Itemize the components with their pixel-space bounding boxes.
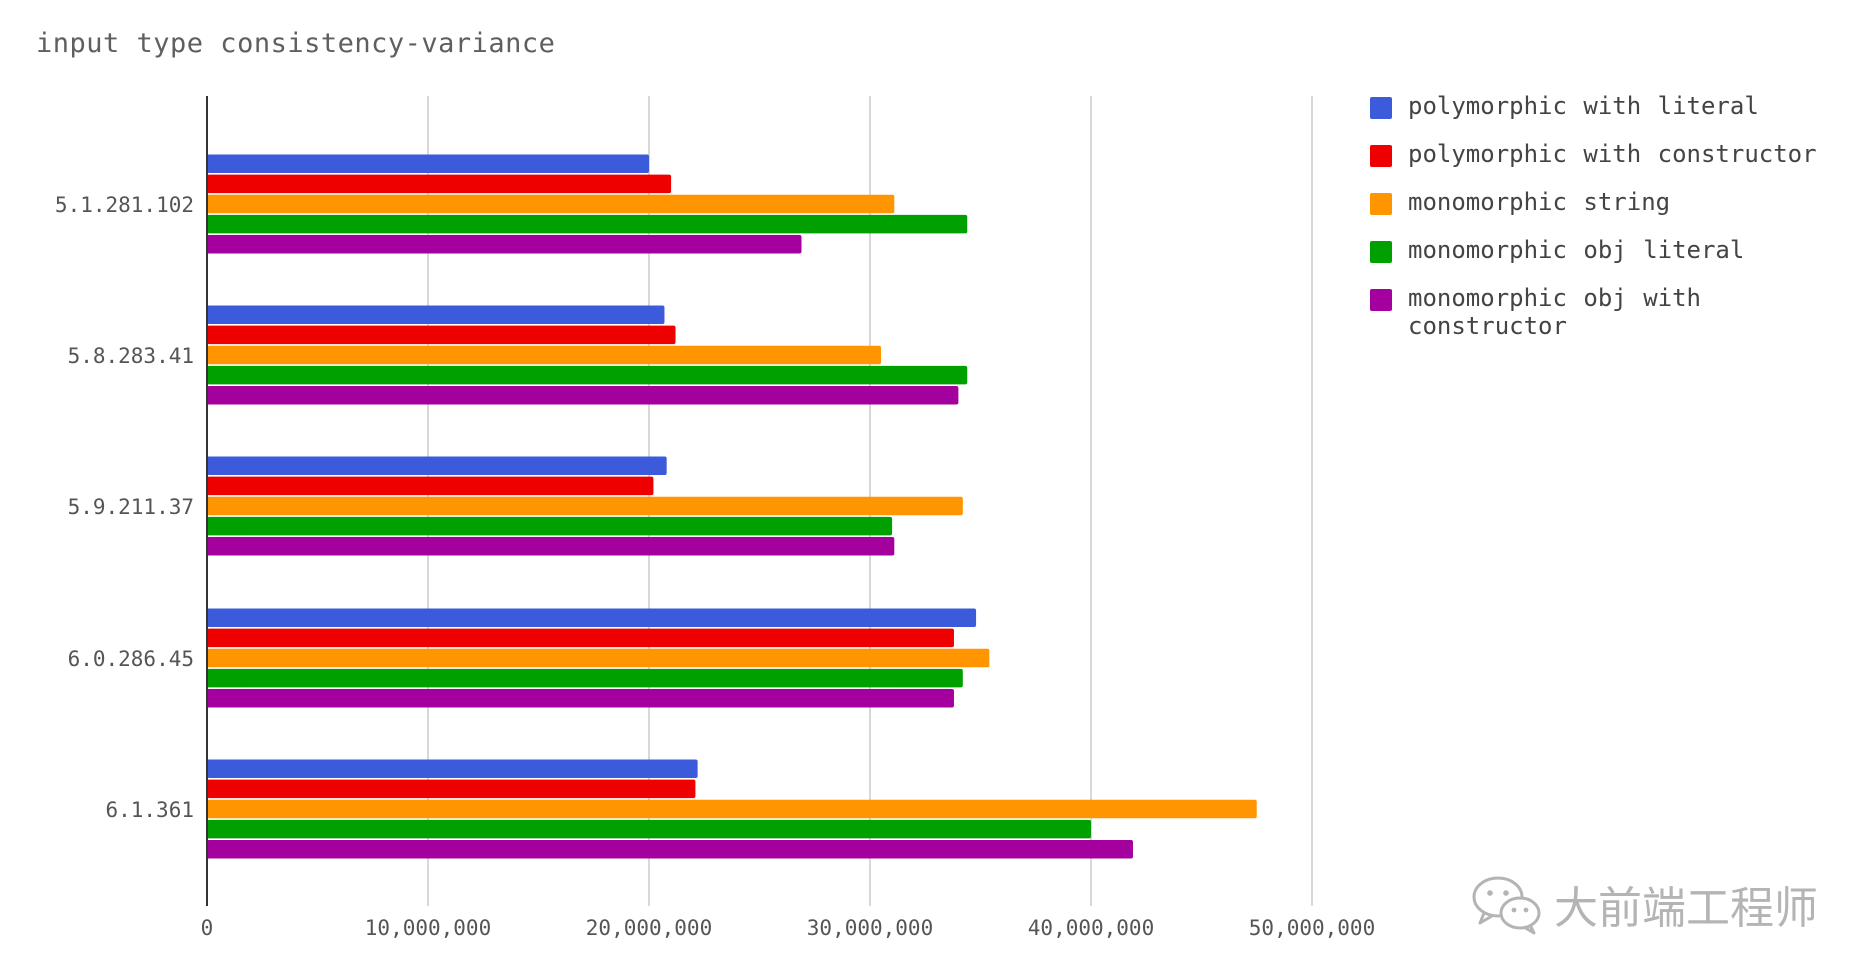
x-tick-label: 0 bbox=[201, 916, 214, 940]
legend-swatch bbox=[1370, 193, 1392, 215]
y-category-label: 5.1.281.102 bbox=[55, 193, 194, 217]
bar bbox=[207, 345, 882, 365]
legend-item: polymorphic with constructor bbox=[1370, 140, 1850, 168]
x-tick-label: 10,000,000 bbox=[365, 916, 491, 940]
bar bbox=[207, 365, 968, 385]
bar bbox=[207, 648, 990, 668]
bar bbox=[207, 476, 654, 496]
bar bbox=[207, 154, 649, 174]
y-category-label: 5.9.211.37 bbox=[68, 495, 194, 519]
bar bbox=[207, 779, 696, 799]
bar bbox=[207, 759, 698, 779]
legend-label: monomorphic obj with constructor bbox=[1408, 284, 1701, 340]
bar bbox=[207, 194, 895, 214]
bar bbox=[207, 668, 963, 688]
chart-title: input type consistency-variance bbox=[36, 28, 556, 59]
bar bbox=[207, 456, 667, 476]
legend-item: polymorphic with literal bbox=[1370, 92, 1850, 120]
legend-swatch bbox=[1370, 241, 1392, 263]
x-tick-label: 30,000,000 bbox=[807, 916, 933, 940]
y-category-label: 6.1.361 bbox=[105, 798, 194, 822]
legend-label: monomorphic obj literal bbox=[1408, 236, 1745, 264]
legend-label: polymorphic with literal bbox=[1408, 92, 1759, 120]
legend-item: monomorphic string bbox=[1370, 188, 1850, 216]
x-tick-label: 50,000,000 bbox=[1249, 916, 1375, 940]
y-category-label: 5.8.283.41 bbox=[68, 344, 194, 368]
legend-swatch bbox=[1370, 145, 1392, 167]
bar bbox=[207, 688, 954, 708]
legend-label: polymorphic with constructor bbox=[1408, 140, 1817, 168]
wechat-icon bbox=[1472, 876, 1541, 935]
bars bbox=[207, 154, 1257, 859]
bar bbox=[207, 385, 959, 405]
y-category-label: 6.0.286.45 bbox=[68, 647, 194, 671]
legend-swatch bbox=[1370, 289, 1392, 311]
legend-item: monomorphic obj with constructor bbox=[1370, 284, 1850, 340]
bar bbox=[207, 214, 968, 234]
watermark-text: 大前端工程师 bbox=[1554, 883, 1818, 934]
legend-swatch bbox=[1370, 97, 1392, 119]
bar bbox=[207, 516, 893, 536]
bar bbox=[207, 174, 672, 194]
legend-item: monomorphic obj literal bbox=[1370, 236, 1850, 264]
legend: polymorphic with literal polymorphic with… bbox=[1370, 92, 1850, 360]
x-tick-label: 40,000,000 bbox=[1028, 916, 1154, 940]
bar bbox=[207, 799, 1257, 819]
bar bbox=[207, 234, 802, 254]
bar bbox=[207, 608, 977, 628]
axis-labels: 0 10,000,000 20,000,000 30,000,000 40,000,00… bbox=[55, 193, 1375, 940]
bar bbox=[207, 325, 676, 345]
bar bbox=[207, 536, 895, 556]
bar bbox=[207, 839, 1133, 859]
bar bbox=[207, 496, 963, 516]
legend-label: monomorphic string bbox=[1408, 188, 1671, 216]
bar bbox=[207, 305, 665, 325]
watermark: 大前端工程师 bbox=[1470, 872, 1818, 936]
x-tick-label: 20,000,000 bbox=[586, 916, 712, 940]
bar bbox=[207, 628, 954, 648]
bar bbox=[207, 819, 1091, 839]
